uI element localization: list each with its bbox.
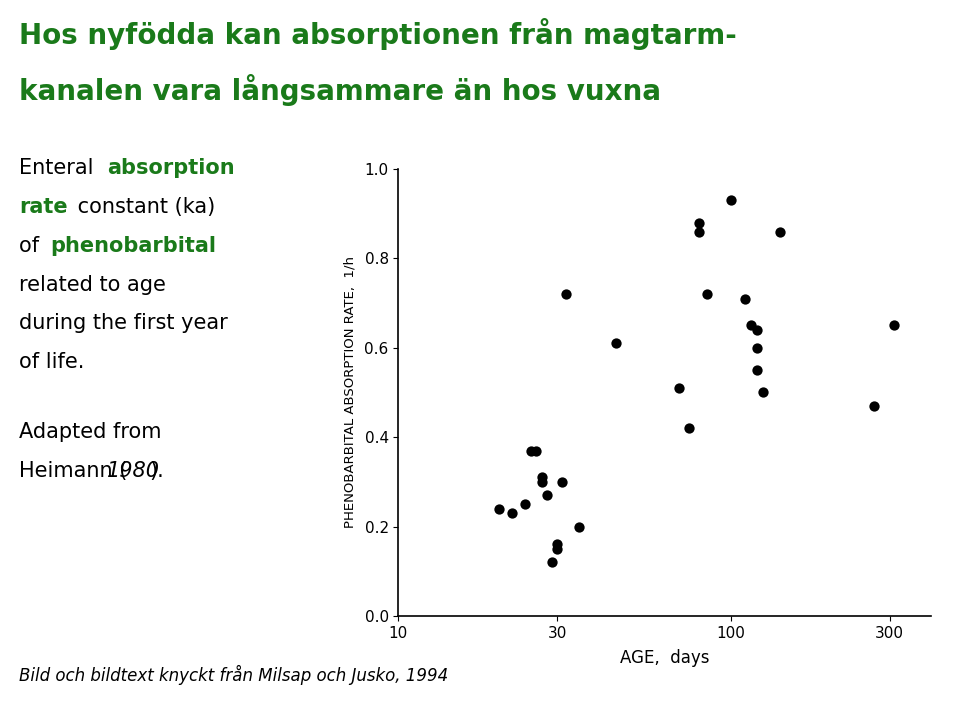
- Point: [491, 503, 506, 515]
- Text: absorption: absorption: [108, 158, 235, 178]
- Text: Hos nyfödda kan absorptionen från magtarm-: Hos nyfödda kan absorptionen från magtar…: [19, 18, 737, 49]
- Text: Adapted from: Adapted from: [19, 422, 161, 442]
- Text: phenobarbital: phenobarbital: [50, 236, 216, 256]
- Point: [523, 445, 539, 456]
- Point: [723, 194, 738, 206]
- Point: [682, 422, 697, 434]
- Text: rate: rate: [19, 197, 68, 217]
- Text: Enteral: Enteral: [19, 158, 101, 178]
- Point: [540, 490, 555, 501]
- Point: [517, 498, 533, 510]
- Point: [549, 539, 564, 550]
- Point: [691, 217, 707, 228]
- Point: [505, 508, 520, 519]
- Point: [559, 289, 574, 300]
- Point: [549, 543, 564, 555]
- Point: [867, 401, 882, 412]
- Point: [750, 342, 765, 353]
- Text: during the first year: during the first year: [19, 313, 228, 333]
- Point: [529, 445, 544, 456]
- Point: [544, 557, 560, 568]
- Text: of life.: of life.: [19, 352, 84, 372]
- Point: [743, 320, 758, 331]
- Point: [750, 325, 765, 336]
- Point: [756, 387, 771, 398]
- Text: Heimann (: Heimann (: [19, 461, 128, 481]
- Point: [672, 382, 687, 394]
- Point: [772, 226, 787, 237]
- Text: constant (ka): constant (ka): [71, 197, 215, 217]
- Point: [571, 521, 587, 532]
- Point: [534, 472, 549, 483]
- Text: Bild och bildtext knyckt från Milsap och Jusko, 1994: Bild och bildtext knyckt från Milsap och…: [19, 665, 448, 686]
- Point: [887, 320, 902, 331]
- Text: kanalen vara långsammare än hos vuxna: kanalen vara långsammare än hos vuxna: [19, 74, 661, 106]
- Text: 1980: 1980: [107, 461, 159, 481]
- Text: ).: ).: [150, 461, 164, 481]
- Y-axis label: PHENOBARBITAL ABSORPTION RATE,  1/h: PHENOBARBITAL ABSORPTION RATE, 1/h: [343, 256, 356, 529]
- Text: of: of: [19, 236, 46, 256]
- X-axis label: AGE,  days: AGE, days: [620, 649, 709, 667]
- Point: [534, 476, 549, 487]
- Point: [608, 338, 623, 349]
- Point: [750, 365, 765, 376]
- Point: [691, 226, 707, 237]
- Point: [700, 289, 715, 300]
- Point: [554, 476, 569, 487]
- Text: related to age: related to age: [19, 275, 166, 294]
- Point: [737, 293, 753, 304]
